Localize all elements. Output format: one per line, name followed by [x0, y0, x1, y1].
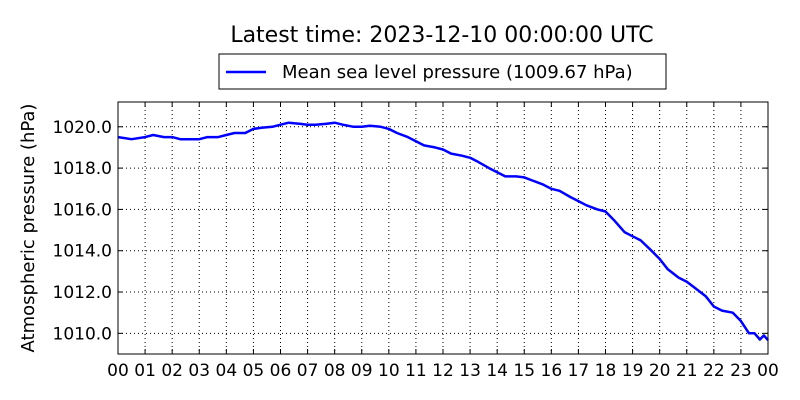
tick-labels: 00 01 02 03 04 05 06 07 08 09 10 11 12 13 14 15 16 17 18 19… — [53, 118, 779, 381]
x-tick-label: 02 — [161, 361, 183, 381]
y-tick-label: 1018.0 — [53, 159, 112, 179]
series-line-mean-sea-level-pressure — [117, 121, 769, 342]
x-tick-label: 13 — [459, 361, 481, 381]
y-tick-label: 1016.0 — [53, 200, 112, 220]
y-tick-label: 1010.0 — [53, 324, 112, 344]
x-tick-label: 06 — [270, 361, 292, 381]
y-tick-label: 1012.0 — [53, 283, 112, 303]
x-tick-label: 01 — [134, 361, 156, 381]
x-tick-label: 23 — [730, 361, 752, 381]
x-tick-label: 19 — [622, 361, 644, 381]
plot-frame — [117, 101, 769, 355]
x-tick-label: 18 — [595, 361, 617, 381]
x-tick-label: 12 — [432, 361, 454, 381]
x-tick-label: 20 — [649, 361, 671, 381]
x-tick-label: 17 — [568, 361, 590, 381]
x-tick-label: 16 — [541, 361, 563, 381]
legend-label: Mean sea level pressure (1009.67 hPa) — [282, 62, 633, 83]
x-tick-label: 10 — [378, 361, 400, 381]
x-tick-label: 15 — [513, 361, 535, 381]
x-tick-label: 04 — [216, 361, 238, 381]
x-tick-label: 11 — [405, 361, 427, 381]
x-tick-label: 09 — [351, 361, 373, 381]
grid — [118, 102, 768, 354]
x-tick-label: 14 — [486, 361, 508, 381]
x-tick-label: 07 — [297, 361, 319, 381]
y-tick-label: 1014.0 — [53, 242, 112, 262]
x-tick-label: 22 — [703, 361, 725, 381]
x-tick-label: 21 — [676, 361, 698, 381]
x-tick-label: 05 — [243, 361, 265, 381]
chart-title: Latest time: 2023-12-10 00:00:00 UTC — [230, 23, 653, 48]
legend: Mean sea level pressure (1009.67 hPa) — [218, 53, 667, 90]
y-axis-label: Atmospheric pressure (hPa) — [18, 104, 39, 353]
axis-ticks — [117, 102, 769, 354]
x-tick-label: 08 — [324, 361, 346, 381]
y-tick-label: 1020.0 — [53, 118, 112, 138]
x-tick-label: 03 — [188, 361, 210, 381]
legend-box — [218, 53, 667, 90]
x-tick-label: 00 — [107, 361, 129, 381]
x-tick-label: 00 — [757, 361, 779, 381]
